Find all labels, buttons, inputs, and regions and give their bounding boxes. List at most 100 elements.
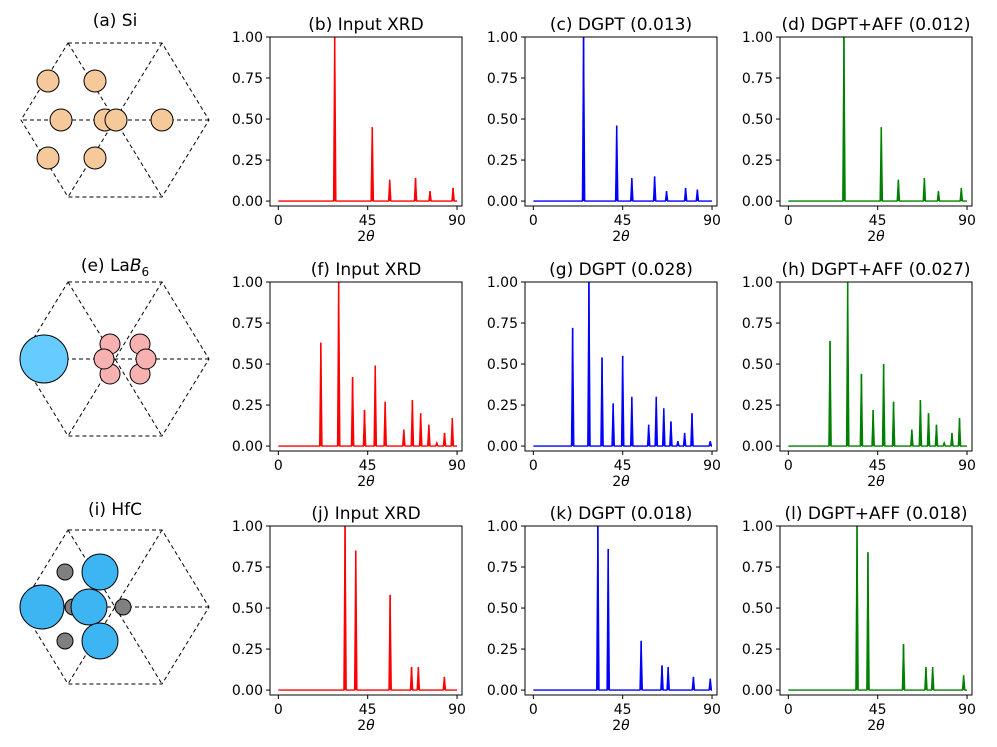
xrd-panel: (g) DGPT (0.028) 0.00 0.25 0.50 0.75 1.00 0 45 9…	[487, 260, 721, 490]
structure-lab6	[19, 281, 210, 437]
x-tick-label: 90	[448, 458, 466, 474]
y-tick-label: 0.75	[232, 71, 263, 87]
x-tick-label: 45	[869, 458, 887, 474]
y-tick-label: 0.50	[742, 601, 773, 617]
xrd-panel: (d) DGPT+AFF (0.012) 0.00 0.25 0.50 0.75 1.00…	[742, 15, 976, 245]
y-tick-label: 0.25	[232, 642, 263, 658]
b-atom	[93, 348, 115, 370]
si-atom	[83, 69, 107, 93]
y-tick-label: 0.50	[232, 601, 263, 617]
hf-atom	[70, 588, 108, 626]
hexagon-diagonal	[67, 529, 163, 685]
y-tick-label: 1.00	[487, 519, 518, 535]
panel-title: (k) DGPT (0.018)	[550, 504, 693, 524]
y-tick-label: 0.25	[487, 642, 518, 658]
y-tick-label: 0.75	[232, 560, 263, 576]
x-axis-label: 2θ	[867, 229, 885, 245]
structure-label-lab6: (e) LaB6	[81, 256, 149, 279]
hf-atom	[81, 553, 119, 591]
x-tick-label: 45	[614, 702, 632, 718]
b-atom	[135, 348, 157, 370]
y-tick-label: 0.00	[232, 439, 263, 455]
y-tick-label: 0.75	[742, 316, 773, 332]
structure-si	[20, 42, 210, 198]
x-axis-label: 2θ	[357, 229, 375, 245]
x-tick-label: 90	[448, 702, 466, 718]
x-tick-label: 45	[359, 458, 377, 474]
y-tick-label: 1.00	[487, 275, 518, 291]
panel-title: (b) Input XRD	[308, 15, 423, 35]
y-tick-label: 1.00	[487, 30, 518, 46]
structure-label-si: (a) Si	[93, 11, 138, 31]
y-tick-label: 1.00	[742, 30, 773, 46]
hexagon-diagonal	[67, 281, 163, 437]
x-axis-label: 2θ	[357, 718, 375, 734]
panel-title: (l) DGPT+AFF (0.018)	[784, 504, 967, 524]
xrd-spectrum-line	[533, 36, 713, 202]
plot-frame	[269, 525, 463, 696]
xrd-spectrum-line	[278, 36, 458, 202]
c-atom	[56, 563, 74, 581]
xrd-panel: (l) DGPT+AFF (0.018) 0.00 0.25 0.50 0.75 1.00…	[742, 504, 976, 734]
y-tick-label: 0.25	[487, 398, 518, 414]
xrd-spectrum-line	[533, 281, 713, 447]
x-tick-label: 90	[448, 213, 466, 229]
xrd-spectrum-line	[278, 525, 458, 691]
y-tick-label: 0.00	[232, 683, 263, 699]
panel-title: (h) DGPT+AFF (0.027)	[781, 260, 970, 280]
x-tick-label: 45	[869, 213, 887, 229]
plot-frame	[779, 281, 973, 452]
y-tick-label: 0.75	[232, 316, 263, 332]
y-tick-label: 0.25	[742, 642, 773, 658]
x-tick-label: 90	[958, 213, 976, 229]
x-tick-label: 0	[274, 458, 283, 474]
xrd-panel: (f) Input XRD 0.00 0.25 0.50 0.75 1.00 0 45 90 2θ	[232, 260, 466, 490]
c-atom	[114, 598, 132, 616]
x-tick-label: 45	[614, 213, 632, 229]
plot-frame	[524, 36, 718, 207]
x-tick-label: 45	[359, 702, 377, 718]
xrd-spectrum-line	[788, 36, 968, 202]
y-tick-label: 0.50	[742, 112, 773, 128]
y-tick-label: 0.75	[742, 560, 773, 576]
xrd-spectrum-line	[278, 281, 458, 447]
x-tick-label: 0	[274, 702, 283, 718]
y-tick-label: 0.25	[742, 153, 773, 169]
y-tick-label: 0.25	[232, 153, 263, 169]
hexagon-diagonal	[67, 42, 163, 198]
la-atom	[19, 334, 69, 384]
x-axis-label: 2θ	[612, 718, 630, 734]
y-tick-label: 0.00	[742, 439, 773, 455]
c-atom	[56, 632, 74, 650]
x-tick-label: 0	[529, 213, 538, 229]
y-tick-label: 1.00	[742, 519, 773, 535]
x-axis-label: 2θ	[357, 474, 375, 490]
y-tick-label: 0.75	[487, 71, 518, 87]
x-tick-label: 90	[703, 702, 721, 718]
x-tick-label: 90	[703, 458, 721, 474]
x-tick-label: 0	[529, 702, 538, 718]
y-tick-label: 0.50	[487, 601, 518, 617]
y-tick-label: 0.75	[487, 316, 518, 332]
si-atom	[36, 69, 60, 93]
y-tick-label: 0.00	[487, 683, 518, 699]
hexagon-diagonal	[67, 42, 163, 198]
structure-hfc	[19, 529, 210, 685]
xrd-spectrum-line	[788, 525, 968, 691]
hexagon-diagonal	[67, 529, 163, 685]
x-tick-label: 45	[614, 458, 632, 474]
xrd-panel: (k) DGPT (0.018) 0.00 0.25 0.50 0.75 1.00 0 45 9…	[487, 504, 721, 734]
xrd-panels: (b) Input XRD 0.00 0.25 0.50 0.75 1.00 0 45 90 2θ…	[232, 15, 976, 734]
panel-title: (j) Input XRD	[311, 504, 420, 524]
x-tick-label: 45	[359, 213, 377, 229]
y-tick-label: 0.00	[742, 683, 773, 699]
y-tick-label: 0.00	[742, 194, 773, 210]
x-tick-label: 90	[958, 458, 976, 474]
si-atom	[104, 108, 128, 132]
y-tick-label: 0.50	[487, 112, 518, 128]
y-tick-label: 0.00	[487, 439, 518, 455]
xrd-spectrum-line	[788, 281, 968, 447]
hf-atom	[81, 622, 119, 660]
y-tick-label: 1.00	[232, 519, 263, 535]
